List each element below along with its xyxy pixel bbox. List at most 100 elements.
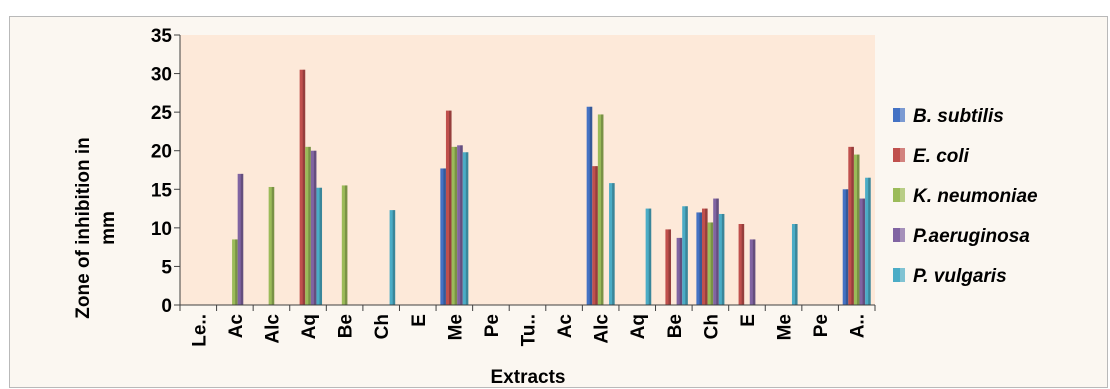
bar-shade bbox=[460, 145, 463, 305]
bar-shade bbox=[705, 208, 708, 305]
bar bbox=[316, 187, 323, 305]
x-tick-label: Ac bbox=[226, 314, 247, 339]
bar-shade bbox=[668, 229, 672, 305]
bar-shade bbox=[685, 206, 688, 305]
bar-shade bbox=[313, 150, 317, 305]
bar-shade bbox=[454, 146, 458, 305]
bar bbox=[682, 206, 688, 305]
legend-swatch-side bbox=[900, 148, 905, 162]
legend-swatch bbox=[893, 148, 900, 162]
bar bbox=[859, 198, 866, 305]
x-tick-label: Alc bbox=[262, 314, 283, 344]
bar bbox=[586, 106, 593, 305]
legend-swatch bbox=[893, 108, 900, 122]
legend-swatch bbox=[893, 228, 900, 242]
x-tick-label: Pe bbox=[811, 314, 832, 337]
x-tick-label: Aq bbox=[299, 314, 320, 339]
legend-label: E. coli bbox=[913, 146, 970, 167]
bar bbox=[451, 146, 458, 305]
bar bbox=[268, 186, 275, 305]
legend-swatch-side bbox=[900, 108, 905, 122]
x-axis-title: Extracts bbox=[491, 367, 566, 388]
bar-shade bbox=[851, 146, 854, 305]
bar bbox=[445, 110, 452, 305]
bar bbox=[299, 69, 306, 305]
bar bbox=[232, 239, 238, 305]
y-tick-label: 20 bbox=[151, 142, 172, 163]
bar bbox=[237, 173, 244, 305]
bar bbox=[791, 224, 798, 305]
y-tick-label: 15 bbox=[151, 180, 173, 201]
bar-shade bbox=[845, 189, 849, 305]
y-tick-label: 35 bbox=[151, 26, 173, 47]
y-axis-title-line2: mm bbox=[98, 211, 119, 245]
bar bbox=[310, 150, 317, 305]
bar-shade bbox=[648, 208, 652, 305]
legend-label: P.aeruginosa bbox=[913, 226, 1030, 247]
y-axis-title-line1: Zone of inhibition in bbox=[73, 137, 94, 319]
bar-shade bbox=[868, 177, 871, 305]
legend-swatch bbox=[893, 268, 900, 282]
bar-shade bbox=[319, 187, 323, 305]
y-tick-label: 25 bbox=[151, 103, 173, 124]
x-tick-label: Alc bbox=[592, 314, 613, 344]
bar-shade bbox=[856, 154, 860, 305]
bar-shade bbox=[449, 110, 452, 305]
bar bbox=[440, 168, 446, 305]
plot-area bbox=[180, 35, 875, 305]
x-tick-label: Me bbox=[775, 314, 796, 340]
y-tick-label: 0 bbox=[161, 296, 172, 317]
bar-shade bbox=[235, 239, 238, 305]
bar-shade bbox=[302, 69, 306, 305]
bar bbox=[457, 145, 463, 305]
x-tick-label: Me bbox=[445, 314, 466, 340]
bar-shade bbox=[308, 146, 311, 305]
bar-shade bbox=[795, 224, 798, 305]
bar bbox=[665, 229, 672, 305]
bar-shade bbox=[443, 168, 446, 305]
bar bbox=[713, 198, 719, 305]
bar bbox=[853, 154, 860, 305]
bar-shade bbox=[240, 173, 244, 305]
bar-shade bbox=[600, 114, 604, 305]
legend-swatch-side bbox=[900, 188, 905, 202]
bar bbox=[842, 189, 849, 305]
bar bbox=[718, 213, 725, 305]
x-tick-label: Be bbox=[336, 314, 357, 338]
bar bbox=[738, 224, 745, 305]
bar bbox=[701, 208, 708, 305]
bar bbox=[389, 210, 396, 305]
x-tick-label: A.. bbox=[848, 314, 869, 338]
x-tick-label: Be bbox=[665, 314, 686, 338]
legend: B. subtilis E. coli K. neumoniae P.aerugino… bbox=[893, 106, 1038, 287]
bar bbox=[305, 146, 311, 305]
bar-shade bbox=[612, 183, 615, 305]
x-tick-label: Ch bbox=[372, 314, 393, 339]
bar-shade bbox=[465, 152, 469, 305]
bar-shade bbox=[344, 185, 348, 305]
bar-shade bbox=[271, 186, 275, 305]
bar bbox=[848, 146, 854, 305]
legend-label: P. vulgaris bbox=[913, 266, 1007, 287]
bar-shade bbox=[589, 106, 593, 305]
bar-shade bbox=[721, 213, 725, 305]
x-tick-label: Le.. bbox=[189, 314, 210, 347]
x-tick-label: Tu.. bbox=[519, 314, 540, 346]
bar bbox=[341, 185, 348, 305]
legend-label: K. neumoniae bbox=[913, 186, 1038, 207]
y-tick-label: 10 bbox=[151, 219, 172, 240]
bar bbox=[676, 237, 683, 305]
bar-shade bbox=[752, 239, 756, 305]
bar bbox=[609, 183, 615, 305]
x-tick-label: Aq bbox=[628, 314, 649, 339]
y-tick-label: 30 bbox=[151, 65, 172, 86]
x-tick-label: E bbox=[409, 314, 430, 327]
x-tick-label: Ch bbox=[701, 314, 722, 339]
bar-shade bbox=[595, 166, 598, 305]
bar-shade bbox=[710, 222, 714, 305]
legend-swatch-side bbox=[900, 228, 905, 242]
legend-label: B. subtilis bbox=[913, 106, 1004, 127]
x-tick-label: E bbox=[738, 314, 759, 327]
x-tick-label: Ac bbox=[555, 314, 576, 339]
